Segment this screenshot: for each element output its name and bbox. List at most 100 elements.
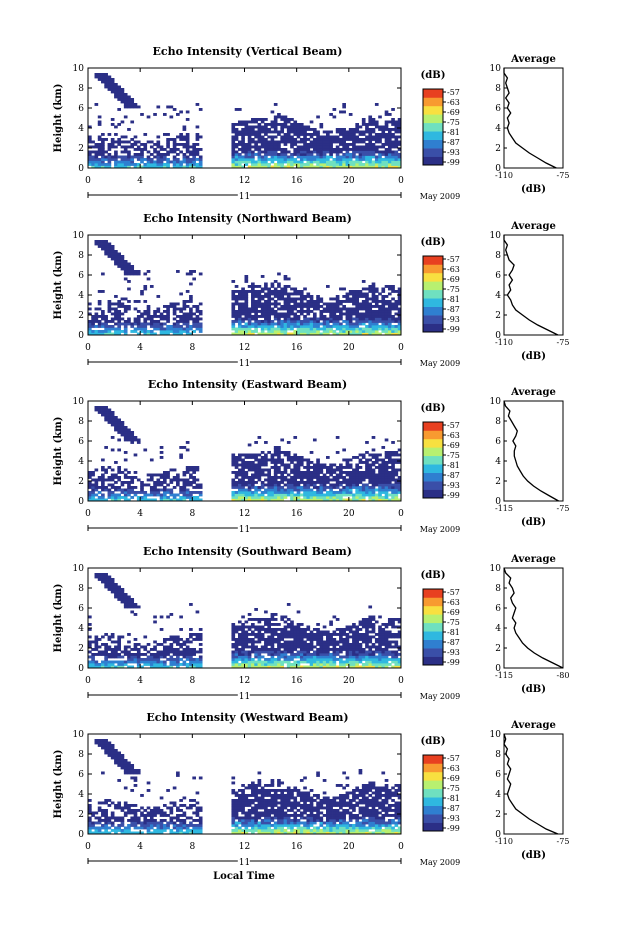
heatmap-cell [286,285,291,288]
heatmap-cell [185,332,190,336]
heatmap-cell [254,325,258,328]
heatmap-cell [286,158,291,161]
heatmap-cell [374,665,379,669]
heatmap-cell [270,145,275,149]
heatmap-cell [182,488,187,492]
heatmap-cell [107,325,112,328]
heatmap-cell [277,295,281,298]
heatmap-cell [130,105,135,109]
heatmap-cell [384,493,389,497]
heatmap-cell [130,438,135,442]
heatmap-cell [339,158,343,161]
heatmap-cell [234,660,239,664]
heatmap-cell [130,330,135,333]
heatmap-cell [185,665,190,669]
average-x-tick-label: -110 [495,338,513,347]
heatmap-cell [130,481,135,484]
heatmap-cell [195,327,200,331]
x-tick-label: 0 [398,176,404,186]
heatmap-cell [241,135,245,139]
heatmap-cell [374,297,379,301]
heatmap-cell [381,461,386,464]
heatmap-cell [296,625,301,629]
heatmap-cell [361,145,366,149]
heatmap-cell [286,307,291,311]
heatmap-cell [397,486,402,489]
heatmap-cell [384,125,389,129]
heatmap-cell [185,158,190,161]
heatmap-cell [237,158,242,161]
heatmap-cell [185,322,190,326]
heatmap-cell [365,287,369,291]
heatmap-cell [361,648,366,651]
heatmap-cell [296,498,301,502]
heatmap-cell [101,406,105,409]
heatmap-cell [365,618,369,621]
heatmap-cell [312,653,317,656]
heatmap-cell [342,148,346,151]
heatmap-cell [234,143,239,146]
heatmap-cell [296,320,301,323]
heatmap-cell [355,330,360,333]
heatmap-cell [368,322,373,326]
heatmap-cell [384,658,389,661]
heatmap-cell [397,143,402,146]
heatmap-cell [348,322,353,326]
heatmap-cell [391,483,395,487]
heatmap-cell [140,322,144,326]
heatmap-cell [273,466,278,469]
heatmap-cell [179,645,183,649]
heatmap-cell [339,128,343,131]
heatmap-cell [257,148,262,151]
heatmap-cell [156,658,161,661]
heatmap-cell [104,413,108,417]
heatmap-cell [397,315,402,318]
heatmap-cell [172,148,177,151]
heatmap-cell [146,650,151,654]
heatmap-cell [257,128,262,131]
heatmap-cell [110,633,115,636]
heatmap-cell [326,486,330,489]
heatmap-cell [326,140,330,144]
colorbar-frame [422,255,444,333]
heatmap-cell [352,496,356,499]
heatmap-cell [195,143,200,146]
heatmap-cell [378,468,382,472]
heatmap-cell [169,468,174,472]
heatmap-cell [299,290,304,293]
heatmap-cell [397,128,402,131]
heatmap-cell [146,663,151,666]
heatmap-cell [136,320,141,323]
heatmap-cell [91,498,95,502]
heatmap-cell [391,145,395,149]
heatmap-cell [149,145,154,149]
heatmap-cell [264,463,268,467]
heatmap-cell [296,125,301,129]
heatmap-cell [179,650,183,654]
heatmap-cell [352,290,356,293]
heatmap-cell [352,160,356,164]
heatmap-cell [352,645,356,649]
heatmap-cell [277,658,281,661]
heatmap-cell [329,663,333,666]
heatmap-cell [195,325,200,328]
heatmap-cell [247,143,252,146]
heatmap-cell [234,297,239,301]
heatmap-cell [365,623,369,626]
heatmap-cell [114,496,118,499]
heatmap-cell [352,153,356,156]
heatmap-cell [280,140,285,144]
heatmap-cell [319,158,324,161]
heatmap-cell [176,643,180,646]
heatmap-cell [130,272,135,276]
heatmap-cell [185,493,190,497]
heatmap-cell [192,491,196,494]
heatmap-cell [319,640,324,644]
heatmap-cell [335,481,340,484]
heatmap-cell [247,665,252,669]
heatmap-cell [88,623,92,626]
heatmap-cell [374,287,379,291]
heatmap-cell [127,145,131,149]
heatmap-cell [251,128,255,131]
heatmap-cell [352,330,356,333]
